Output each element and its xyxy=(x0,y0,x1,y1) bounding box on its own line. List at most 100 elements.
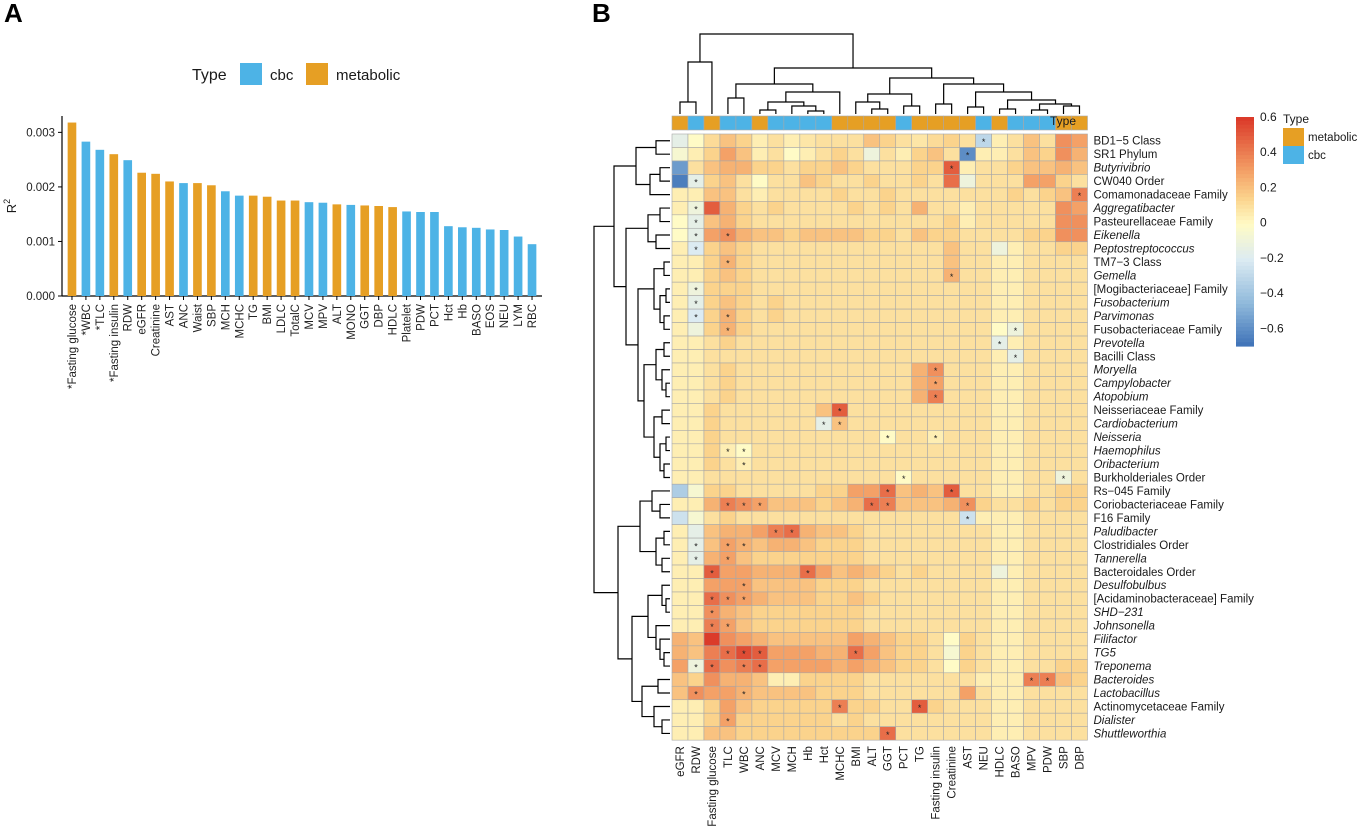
significance-star: * xyxy=(966,514,970,524)
heatmap-column-label: AST xyxy=(963,746,975,768)
bar xyxy=(165,181,174,296)
bar xyxy=(207,185,216,296)
heatmap-cell xyxy=(831,537,849,552)
heatmap-cell xyxy=(943,241,960,256)
heatmap-cell xyxy=(783,712,801,727)
heatmap-cell xyxy=(911,510,928,525)
bar-legend-label-cbc: cbc xyxy=(270,67,294,84)
heatmap-row-label: Bacilli Class xyxy=(1093,351,1155,363)
heatmap-cell xyxy=(991,483,1008,498)
heatmap-cell xyxy=(671,699,689,714)
column-type-cell xyxy=(1007,115,1024,131)
heatmap-cell xyxy=(687,133,705,148)
color-scale-segment xyxy=(1236,158,1254,164)
heatmap-cell xyxy=(847,712,865,727)
heatmap-cell xyxy=(959,268,976,283)
heatmap-cell xyxy=(751,605,769,620)
heatmap-cell xyxy=(927,201,944,216)
bar-x-tick-label: MPV xyxy=(318,304,330,329)
heatmap-cell xyxy=(895,645,912,660)
heatmap-cell xyxy=(1071,281,1088,296)
heatmap-cell xyxy=(1023,214,1040,229)
column-type-cell xyxy=(767,115,785,131)
heatmap-column-label: MCH xyxy=(787,746,799,772)
heatmap-cell xyxy=(911,174,928,189)
heatmap-cell xyxy=(863,241,881,256)
heatmap-cell xyxy=(767,456,785,472)
heatmap-cell xyxy=(751,430,769,445)
heatmap-cell xyxy=(815,578,833,593)
heatmap-cell xyxy=(879,416,897,431)
heatmap-row-label: Comamonadaceae Family xyxy=(1093,190,1227,202)
heatmap-cell xyxy=(927,214,944,229)
heatmap-cell xyxy=(815,187,833,202)
heatmap-cell xyxy=(959,551,976,566)
heatmap-cell xyxy=(767,510,785,525)
heatmap-cell xyxy=(991,133,1008,148)
heatmap-cell xyxy=(975,187,992,202)
heatmap-cell xyxy=(687,645,705,660)
heatmap-cell xyxy=(959,591,976,606)
heatmap-cell xyxy=(959,362,976,377)
heatmap-cell xyxy=(879,160,897,175)
heatmap-column-label: MCHC xyxy=(835,746,847,781)
dendrogram-branch xyxy=(699,33,854,68)
heatmap-cell xyxy=(863,281,881,296)
color-scale-segment xyxy=(1236,273,1254,278)
heatmap-cell xyxy=(863,699,881,714)
heatmap-cell xyxy=(751,241,769,256)
significance-star: * xyxy=(694,285,698,295)
heatmap-cell xyxy=(703,685,721,701)
heatmap-cell xyxy=(1007,295,1024,310)
heatmap-cell xyxy=(1023,618,1040,633)
heatmap-cell xyxy=(847,510,865,525)
heatmap-cell xyxy=(831,174,849,189)
heatmap-cell xyxy=(687,712,705,727)
heatmap-cell xyxy=(687,268,705,283)
color-scale-segment xyxy=(1236,330,1254,336)
significance-star: * xyxy=(966,501,970,511)
heatmap-cell xyxy=(1055,335,1072,350)
heatmap-cell xyxy=(719,483,737,498)
heatmap-cell xyxy=(1071,241,1088,256)
heatmap-cell xyxy=(671,726,689,741)
heatmap-cell xyxy=(991,659,1008,674)
heatmap-cell xyxy=(959,618,976,633)
bar xyxy=(471,227,481,296)
heatmap-cell xyxy=(815,699,833,714)
heatmap-cell xyxy=(991,254,1008,269)
heatmap-cell xyxy=(943,645,960,660)
heatmap-cell xyxy=(975,537,992,552)
heatmap-cell xyxy=(783,281,801,296)
heatmap-row-label: Desulfobulbus xyxy=(1093,580,1166,592)
heatmap-cell xyxy=(783,483,801,498)
color-scale-segment xyxy=(1236,239,1254,244)
heatmap-cell xyxy=(783,147,801,162)
dendrogram-branch xyxy=(791,105,817,114)
heatmap-cell xyxy=(671,174,689,189)
bar xyxy=(234,195,244,296)
column-type-cell xyxy=(895,115,912,131)
heatmap-cell xyxy=(975,578,992,593)
heatmap-cell xyxy=(767,712,785,727)
heatmap-cell xyxy=(1071,362,1088,377)
dendrogram-branch xyxy=(665,288,670,303)
heatmap-cell xyxy=(783,443,801,458)
heatmap-cell xyxy=(1023,632,1040,647)
heatmap-cell xyxy=(751,456,769,472)
heatmap-cell xyxy=(927,147,944,162)
heatmap-cell xyxy=(703,672,721,687)
heatmap-cell xyxy=(1007,537,1024,552)
heatmap-cell xyxy=(847,524,865,539)
heatmap-cell xyxy=(703,187,721,202)
heatmap-cell xyxy=(831,322,849,337)
heatmap-cell xyxy=(847,443,865,458)
heatmap-cell xyxy=(863,645,881,660)
heatmap-cell xyxy=(911,685,928,701)
heatmap-cell xyxy=(879,605,897,620)
heatmap-cell xyxy=(959,430,976,445)
heatmap-cell xyxy=(783,430,801,445)
dendrogram-branch xyxy=(617,525,640,660)
heatmap-cell xyxy=(1023,605,1040,620)
heatmap-cell xyxy=(831,483,849,498)
